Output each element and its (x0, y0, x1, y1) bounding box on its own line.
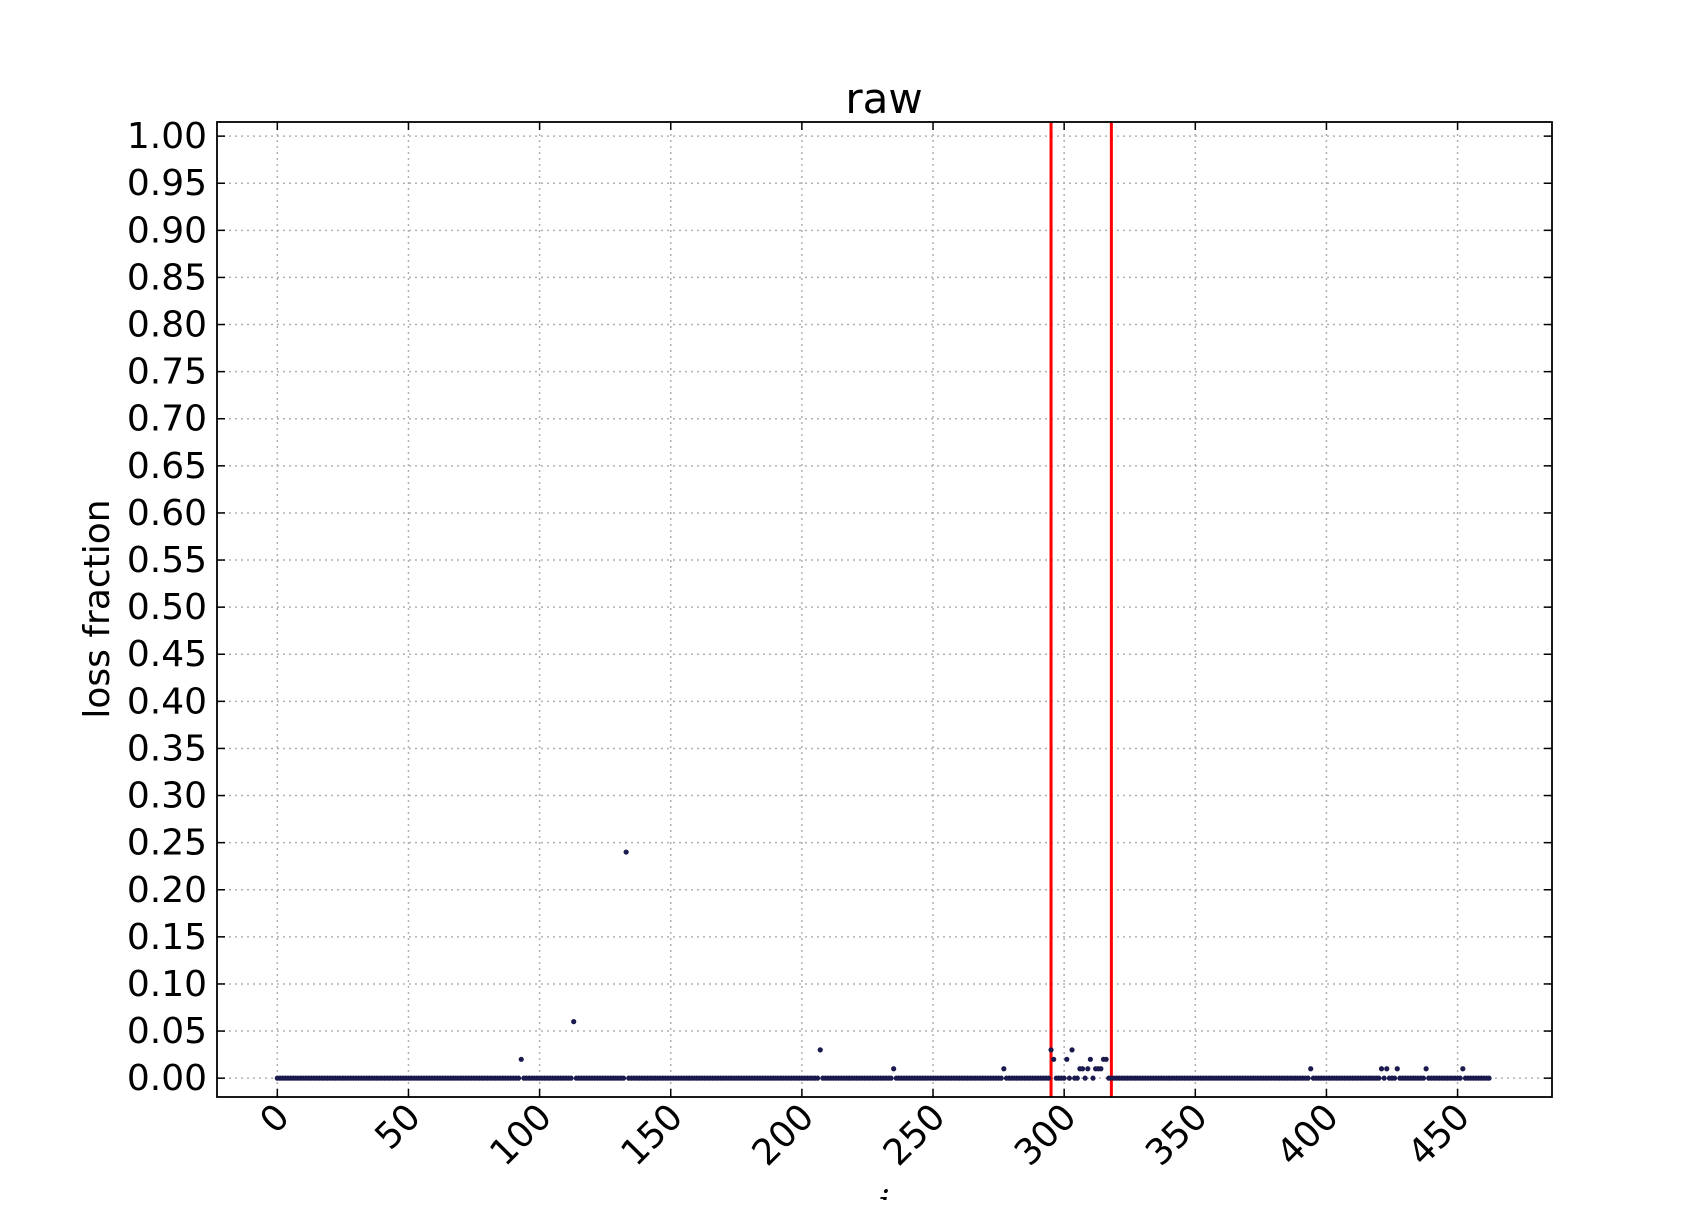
y-tick-label: 0.10 (127, 964, 207, 1005)
x-tick-label: 400 (1269, 1096, 1347, 1174)
x-tick-labels: 0 50 100 150 200 250 300 350 400 450 (252, 1096, 1477, 1174)
y-tick-label: 0.30 (127, 776, 207, 817)
data-point (568, 1075, 574, 1081)
data-point (620, 1075, 627, 1081)
data-point (1090, 1075, 1096, 1081)
data-point (623, 849, 629, 855)
y-axis-label: loss fraction (77, 499, 118, 718)
data-point (1074, 1075, 1080, 1081)
data-point (1064, 1056, 1070, 1062)
x-axis-label: i (878, 1184, 890, 1200)
data-point (817, 1047, 823, 1053)
y-tick-label: 1.00 (127, 116, 207, 157)
data-point (516, 1075, 522, 1081)
data-point (1051, 1056, 1057, 1062)
y-tick-label: 0.80 (127, 305, 207, 346)
data-point (1460, 1066, 1466, 1072)
data-point (1045, 1075, 1052, 1081)
data-point (1085, 1066, 1091, 1072)
y-tick-label: 0.75 (127, 352, 207, 393)
y-tick-label: 0.45 (127, 634, 207, 675)
data-point (1103, 1056, 1109, 1062)
data-point (1486, 1075, 1492, 1081)
vertical-markers (1049, 122, 1113, 1097)
y-tick-label: 0.60 (127, 493, 207, 534)
data-point (1079, 1066, 1086, 1072)
data-point (1001, 1066, 1007, 1072)
x-tick-label: 250 (876, 1096, 954, 1174)
data-points (274, 849, 1492, 1081)
data-point (1423, 1066, 1429, 1072)
data-point (1098, 1066, 1104, 1072)
data-point (1305, 1075, 1311, 1081)
y-tick-label: 0.40 (127, 681, 207, 722)
x-tick-label: 50 (367, 1096, 428, 1157)
x-tick-label: 350 (1138, 1096, 1216, 1174)
data-point (1392, 1075, 1398, 1081)
data-point (815, 1075, 821, 1081)
data-point (1381, 1075, 1387, 1081)
y-tick-label: 0.55 (127, 540, 207, 581)
data-point (1308, 1066, 1314, 1072)
x-tick-label: 200 (745, 1096, 823, 1174)
data-point (891, 1066, 897, 1072)
chart-title: raw (845, 74, 922, 123)
data-point (1066, 1075, 1073, 1081)
data-point (998, 1075, 1004, 1081)
data-point (1048, 1047, 1054, 1053)
data-point (888, 1075, 894, 1081)
x-tick-label: 300 (1007, 1096, 1085, 1174)
data-point (1394, 1066, 1400, 1072)
data-point (571, 1019, 577, 1025)
y-tick-label: 0.15 (127, 917, 207, 958)
data-point (1082, 1075, 1088, 1081)
y-tick-label: 0.20 (127, 870, 207, 911)
y-tick-label: 0.90 (127, 210, 207, 251)
data-point (1087, 1056, 1093, 1062)
grid (217, 122, 1552, 1097)
y-tick-label: 0.35 (127, 728, 207, 769)
y-tick-label: 0.50 (127, 587, 207, 628)
y-tick-labels: 0.00 0.05 0.10 0.15 0.20 0.25 0.30 0.35 0.40 0.45… (127, 116, 207, 1099)
x-tick-label: 450 (1400, 1096, 1478, 1174)
data-point (1384, 1066, 1390, 1072)
data-point (518, 1056, 524, 1062)
y-tick-label: 0.25 (127, 823, 207, 864)
y-tick-label: 0.85 (127, 257, 207, 298)
x-tick-label: 150 (614, 1096, 692, 1174)
data-point (1420, 1075, 1427, 1081)
y-tick-label: 0.70 (127, 399, 207, 440)
x-tick-label: 100 (482, 1096, 560, 1174)
y-tick-label: 0.00 (127, 1058, 207, 1099)
data-point (1457, 1075, 1463, 1081)
x-tick-label: 0 (252, 1096, 297, 1141)
data-point (1376, 1075, 1382, 1081)
data-point (1378, 1066, 1385, 1072)
y-tick-label: 0.05 (127, 1011, 207, 1052)
data-point (1061, 1075, 1067, 1081)
plot-frame (216, 121, 1553, 1098)
y-tick-label: 0.65 (127, 446, 207, 487)
data-point (1069, 1047, 1075, 1053)
y-tick-label: 0.95 (127, 163, 207, 204)
ticks (217, 122, 1552, 1097)
